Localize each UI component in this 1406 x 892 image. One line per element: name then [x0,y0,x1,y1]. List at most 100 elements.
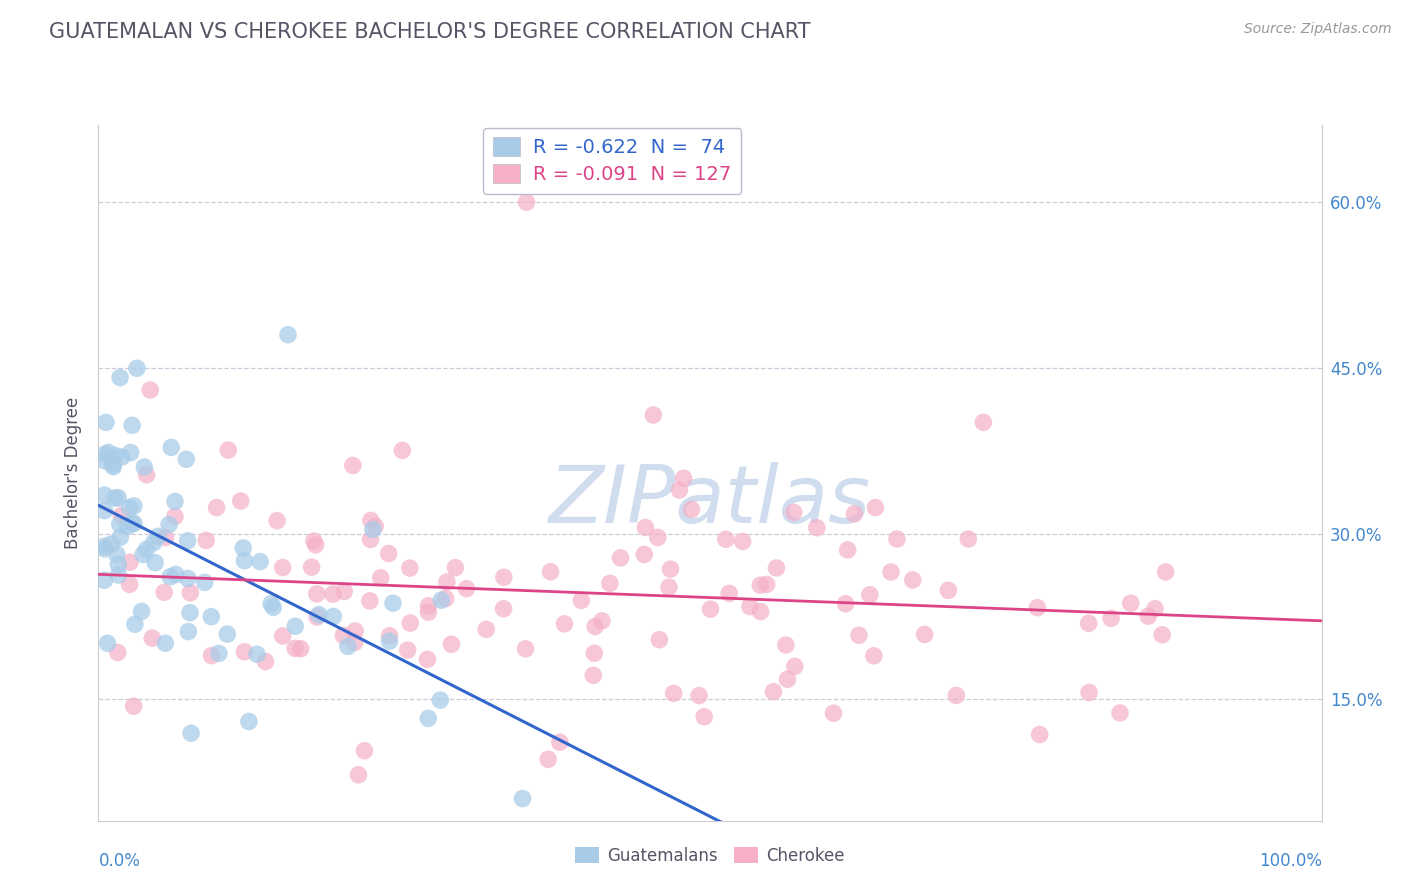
Point [118,500,141,515]
Point [775,638,797,652]
Point [880,565,903,579]
Point [135,542,157,557]
Point [142,535,165,549]
Point [344,624,367,638]
Point [1152,628,1174,642]
Point [863,648,886,663]
Point [353,744,375,758]
Point [93,540,115,554]
Point [444,560,467,574]
Point [492,601,515,615]
Point [305,587,328,601]
Point [364,519,387,533]
Point [783,505,806,519]
Point [104,491,127,505]
Point [163,494,186,508]
Point [738,599,761,614]
Point [233,645,256,659]
Legend: Guatemalans, Cherokee: Guatemalans, Cherokee [569,840,851,871]
Point [886,532,908,546]
Point [332,628,354,642]
Point [233,554,256,568]
Point [284,641,307,656]
Point [699,602,721,616]
Point [957,532,980,546]
Point [634,520,657,534]
Point [434,591,457,606]
Point [93,573,115,587]
Point [118,555,141,569]
Point [177,571,200,585]
Point [515,641,537,656]
Point [1026,600,1049,615]
Point [271,560,294,574]
Point [93,454,115,468]
Point [174,452,197,467]
Point [143,556,166,570]
Point [124,617,146,632]
Point [205,500,228,515]
Point [360,533,382,547]
Point [108,370,131,384]
Point [305,538,328,552]
Point [155,636,177,650]
Point [429,693,451,707]
Point [110,508,132,523]
Point [284,619,307,633]
Point [107,646,129,660]
Point [266,514,288,528]
Point [96,636,118,650]
Point [179,586,201,600]
Point [553,616,575,631]
Point [823,706,845,721]
Point [94,447,117,461]
Point [110,530,132,544]
Point [217,443,239,458]
Point [416,652,439,666]
Point [277,327,299,342]
Point [141,631,163,645]
Point [436,574,458,589]
Point [104,449,127,463]
Point [107,568,129,582]
Point [1154,565,1177,579]
Point [749,578,772,592]
Point [688,689,710,703]
Point [125,361,148,376]
Point [94,416,117,430]
Point [398,561,420,575]
Point [208,647,231,661]
Point [163,509,186,524]
Point [378,629,401,643]
Point [396,643,419,657]
Point [107,558,129,572]
Point [844,507,866,521]
Point [343,635,366,649]
Point [1119,596,1142,610]
Point [122,499,145,513]
Point [361,523,384,537]
Point [134,460,156,475]
Point [755,577,778,591]
Point [238,714,260,729]
Point [537,752,560,766]
Point [731,534,754,549]
Point [582,668,605,682]
Point [418,711,440,725]
Point [360,513,382,527]
Point [347,768,370,782]
Point [658,580,681,594]
Point [359,594,381,608]
Point [569,593,592,607]
Point [155,531,177,545]
Point [662,686,685,700]
Point [1099,611,1122,625]
Point [718,586,741,600]
Point [440,637,463,651]
Point [157,517,180,532]
Point [132,548,155,562]
Point [139,383,162,397]
Point [765,561,787,575]
Point [322,609,344,624]
Point [117,519,139,533]
